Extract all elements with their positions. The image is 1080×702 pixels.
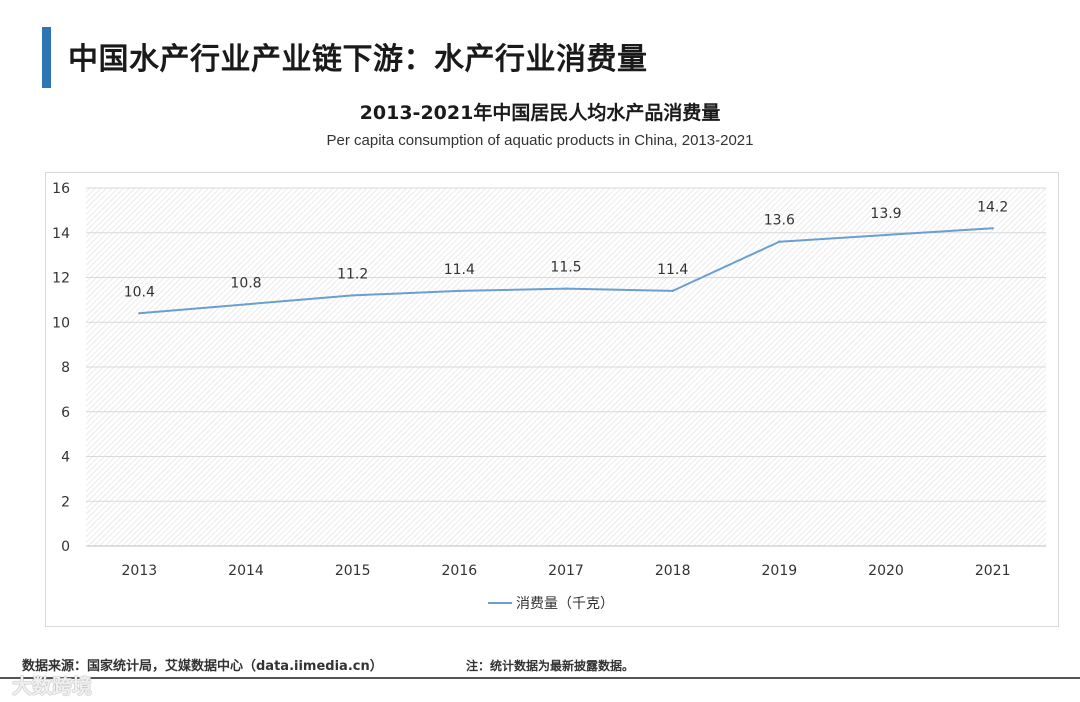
legend-label: 消费量（千克） [516, 596, 614, 612]
data-label: 11.4 [444, 262, 475, 278]
data-point [244, 303, 248, 306]
chart-title: 2013-2021年中国居民人均水产品消费量 [359, 102, 721, 124]
data-point [564, 287, 568, 290]
x-tick-label: 2017 [548, 563, 584, 579]
data-point [138, 312, 141, 315]
data-label: 10.8 [230, 275, 261, 291]
chart-subtitle: Per capita consumption of aquatic produc… [326, 132, 754, 149]
data-label: 11.5 [550, 260, 581, 276]
y-tick-label: 16 [52, 181, 70, 197]
y-tick-label: 0 [61, 539, 70, 555]
data-point [458, 289, 461, 293]
data-point [671, 289, 674, 293]
footer-note: 注：统计数据为最新披露数据。 [466, 659, 635, 673]
chart-container [45, 172, 1059, 627]
data-label: 11.2 [337, 266, 368, 282]
x-tick-label: 2018 [655, 563, 691, 579]
y-tick-label: 2 [61, 494, 70, 510]
y-tick-label: 10 [52, 315, 70, 331]
data-point [351, 294, 354, 297]
y-tick-label: 8 [61, 360, 70, 376]
data-label: 11.4 [657, 262, 688, 278]
title-accent-bar [42, 27, 51, 88]
x-tick-label: 2016 [442, 563, 478, 579]
data-point [991, 227, 994, 230]
y-tick-label: 14 [52, 226, 70, 242]
watermark-logo: 大数跨境 [12, 674, 92, 698]
x-tick-label: 2021 [975, 563, 1011, 579]
data-point [884, 233, 888, 237]
x-tick-label: 2020 [868, 563, 904, 579]
y-tick-label: 12 [52, 271, 70, 287]
page-title: 中国水产行业产业链下游：水产行业消费量 [68, 42, 648, 77]
y-tick-label: 6 [61, 405, 70, 421]
footer-divider [0, 677, 1080, 679]
x-tick-label: 2019 [762, 563, 798, 579]
y-tick-label: 4 [61, 450, 70, 466]
data-label: 13.9 [870, 206, 901, 222]
data-label: 10.4 [124, 284, 155, 300]
data-point [778, 240, 781, 243]
x-tick-label: 2013 [122, 563, 158, 579]
footer-source: 数据来源：国家统计局，艾媒数据中心（data.iimedia.cn） [22, 659, 383, 674]
data-label: 13.6 [764, 213, 795, 229]
x-tick-label: 2014 [228, 563, 264, 579]
data-label: 14.2 [977, 199, 1008, 215]
x-tick-label: 2015 [335, 563, 371, 579]
